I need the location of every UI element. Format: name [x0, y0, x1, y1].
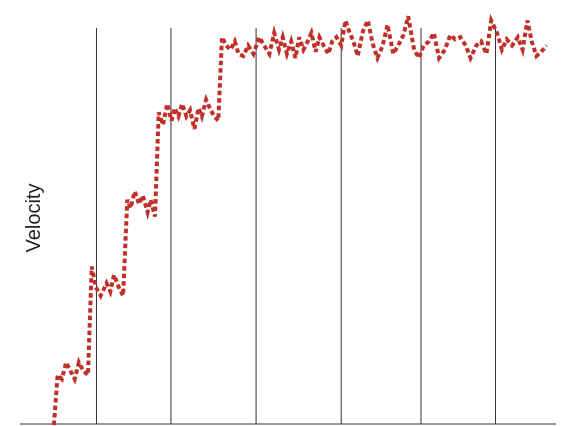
series-line-1 [51, 13, 549, 426]
vertical-gridlines [95, 28, 496, 424]
series-group [51, 13, 549, 426]
y-axis-label: Velocity [23, 184, 45, 253]
